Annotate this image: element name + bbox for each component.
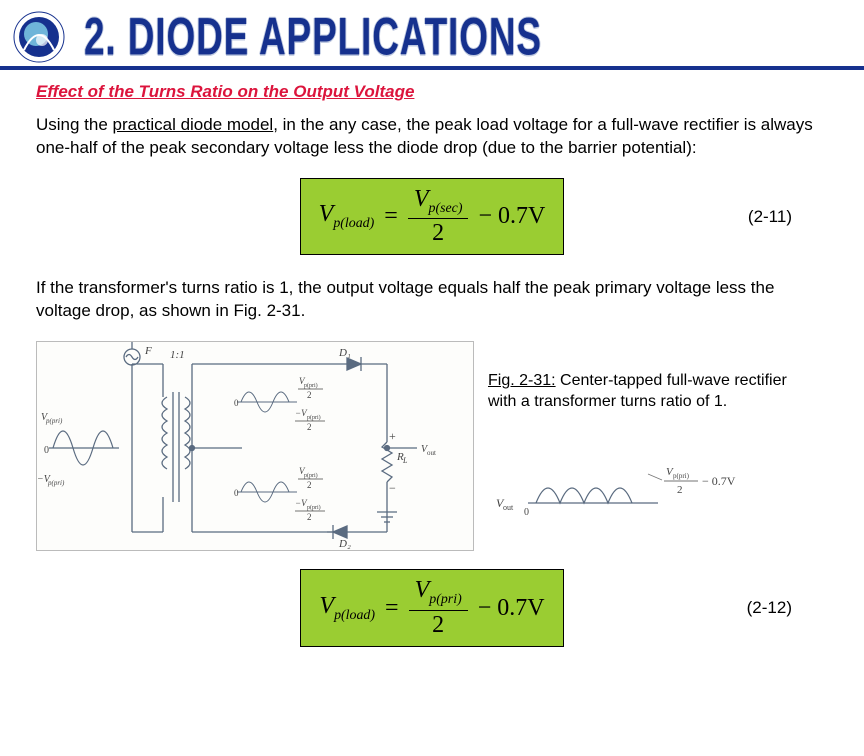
svg-text:1:1: 1:1	[170, 349, 185, 361]
eq1-lhs: Vp(load)	[319, 201, 375, 232]
svg-text:0: 0	[234, 488, 239, 498]
svg-text:−: −	[389, 481, 396, 495]
eq1-num: Vp(sec)	[408, 187, 469, 219]
svg-text:2: 2	[307, 390, 312, 400]
equation-2-box: Vp(load) = Vp(pri) 2 − 0.7V	[300, 569, 563, 647]
svg-text:L: L	[402, 456, 408, 465]
svg-text:p(pri): p(pri)	[47, 479, 65, 487]
svg-text:D₁: D₁	[338, 347, 351, 359]
eq2-num-V: V	[415, 577, 430, 603]
p1-underline: practical diode model	[113, 115, 274, 134]
eq2-fraction: Vp(pri) 2	[409, 578, 468, 638]
svg-text:p(pri): p(pri)	[45, 417, 63, 425]
svg-text:0: 0	[44, 445, 49, 456]
svg-text:− 0.7V: − 0.7V	[702, 474, 736, 488]
eq2-lhs-V: V	[319, 593, 334, 619]
eq1-equals: =	[384, 203, 398, 230]
equation-1-row: Vp(load) = Vp(sec) 2 − 0.7V (2-11)	[36, 178, 828, 256]
page-title: 2. DIODE APPLICATIONS	[84, 7, 542, 67]
svg-text:0: 0	[524, 507, 529, 518]
logo-icon	[12, 10, 66, 64]
svg-text:2: 2	[307, 422, 312, 432]
eq2-num: Vp(pri)	[409, 578, 468, 610]
figure-row: 1:1 F D₁ D₂ R L + − V p(pri) 0 −V p(pri)…	[36, 341, 828, 551]
svg-text:p(pri): p(pri)	[307, 414, 321, 421]
svg-text:p(pri): p(pri)	[673, 472, 690, 480]
equation-2-row: Vp(load) = Vp(pri) 2 − 0.7V (2-12)	[36, 569, 828, 647]
figure-caption: Fig. 2-31: Center-tapped full-wave recti…	[488, 341, 818, 413]
svg-text:0: 0	[234, 398, 239, 408]
figure-label: Fig. 2-31:	[488, 372, 556, 389]
eq1-num-sub: p(sec)	[428, 201, 462, 216]
equation-1-number: (2-11)	[748, 207, 792, 227]
eq1-den: 2	[432, 219, 444, 246]
eq2-lhs: Vp(load)	[319, 593, 375, 624]
paragraph-2: If the transformer's turns ratio is 1, t…	[36, 277, 828, 323]
svg-text:out: out	[503, 503, 514, 512]
figure-2-31-diagram: 1:1 F D₁ D₂ R L + − V p(pri) 0 −V p(pri)…	[36, 341, 474, 551]
svg-text:+: +	[389, 429, 396, 443]
svg-text:p(pri): p(pri)	[307, 504, 321, 511]
equation-2-number: (2-12)	[747, 598, 792, 618]
svg-text:D₂: D₂	[338, 538, 351, 550]
eq2-lhs-sub: p(load)	[334, 608, 375, 623]
eq2-num-sub: p(pri)	[429, 592, 461, 607]
svg-text:2: 2	[307, 480, 312, 490]
eq1-num-V: V	[414, 186, 429, 212]
equation-1-box: Vp(load) = Vp(sec) 2 − 0.7V	[300, 178, 565, 256]
p1-before: Using the	[36, 115, 113, 134]
eq1-minus: − 0.7V	[478, 203, 545, 230]
section-heading: Effect of the Turns Ratio on the Output …	[36, 82, 828, 102]
svg-text:2: 2	[677, 484, 683, 496]
eq1-lhs-sub: p(load)	[333, 216, 374, 231]
svg-text:p(pri): p(pri)	[304, 472, 318, 479]
svg-text:F: F	[144, 345, 152, 357]
eq1-fraction: Vp(sec) 2	[408, 187, 469, 247]
eq1-lhs-V: V	[319, 201, 334, 227]
paragraph-1: Using the practical diode model, in the …	[36, 114, 828, 160]
svg-text:out: out	[427, 449, 436, 457]
svg-text:p(pri): p(pri)	[304, 382, 318, 389]
eq2-equals: =	[385, 595, 399, 622]
output-wave-box: V out 0 V p(pri) 2 − 0.7V	[488, 453, 768, 523]
eq2-den: 2	[432, 611, 444, 638]
svg-text:2: 2	[307, 512, 312, 522]
eq2-minus: − 0.7V	[478, 595, 545, 622]
content-area: Effect of the Turns Ratio on the Output …	[0, 82, 864, 647]
page-header: 2. DIODE APPLICATIONS	[0, 0, 864, 70]
figure-right-col: Fig. 2-31: Center-tapped full-wave recti…	[488, 341, 818, 523]
